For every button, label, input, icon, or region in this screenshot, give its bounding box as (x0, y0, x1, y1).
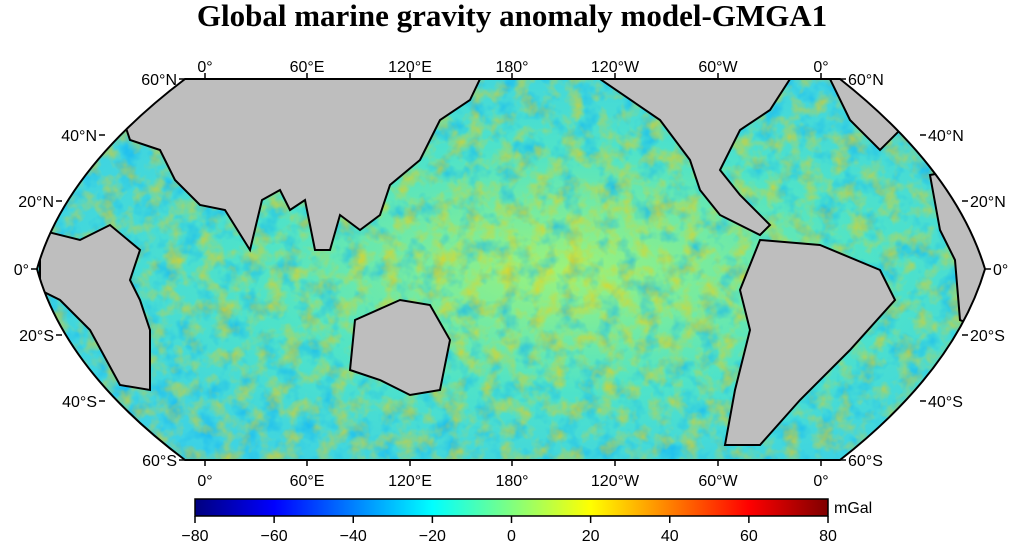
longitude-label: 60°E (290, 59, 325, 76)
north-america (596, 79, 792, 237)
top-longitude-labels: 0° 60°E 120°E 180° 120°W 60°W 0° (197, 59, 829, 79)
south-america (723, 238, 897, 446)
latitude-label: 20°N (970, 194, 1006, 211)
colorbar-unit: mGal (834, 500, 872, 517)
colorbar-tick-label: 80 (819, 528, 837, 544)
australia (348, 298, 452, 397)
longitude-label: 120°W (591, 59, 640, 76)
longitude-label: 180° (495, 59, 528, 76)
latitude-label: 20°S (970, 328, 1005, 345)
colorbar-tick-label: −20 (419, 528, 446, 544)
colorbar-tick-label: −60 (261, 528, 288, 544)
africa (39, 223, 151, 392)
latitude-label: 40°S (928, 394, 963, 411)
longitude-label: 0° (197, 473, 212, 490)
latitude-label: 40°N (928, 128, 964, 145)
longitude-label: 60°W (698, 59, 738, 76)
colorbar-tick-label: −40 (340, 528, 367, 544)
latitude-label: 40°S (62, 394, 97, 411)
latitude-label: 20°S (19, 328, 54, 345)
left-latitude-labels: 60°N 40°N 20°N 0° 20°S 40°S 60°S (14, 72, 185, 470)
latitude-label: 60°N (848, 72, 884, 89)
colorbar-tick-label: 0 (507, 528, 516, 544)
longitude-label: 0° (813, 59, 828, 76)
longitude-label: 120°E (388, 473, 432, 490)
longitude-label: 0° (813, 473, 828, 490)
colorbar-tick-label: 40 (661, 528, 679, 544)
latitude-label: 40°N (61, 128, 97, 145)
longitude-label: 60°W (698, 473, 738, 490)
latitude-label: 0° (14, 262, 29, 279)
colorbar (194, 498, 829, 517)
right-latitude-labels: 60°N 40°N 20°N 0° 20°S 40°S 60°S (840, 72, 1008, 470)
latitude-label: 0° (993, 262, 1008, 279)
colorbar-tick-label: 60 (740, 528, 758, 544)
longitude-label: 120°W (591, 473, 640, 490)
longitude-label: 180° (495, 473, 528, 490)
map-title: Global marine gravity anomaly model-GMGA… (196, 0, 828, 33)
colorbar-tick-label: 20 (582, 528, 600, 544)
colorbar-ticks: −80 −60 −40 −20 0 20 40 60 80 (181, 516, 837, 544)
eurasia (118, 79, 482, 253)
latitude-label: 60°S (142, 453, 177, 470)
map-area (37, 79, 985, 460)
latitude-label: 60°S (848, 453, 883, 470)
bottom-longitude-labels: 0° 60°E 120°E 180° 120°W 60°W 0° (197, 460, 829, 490)
colorbar-tick-label: −80 (181, 528, 208, 544)
latitude-label: 60°N (141, 72, 177, 89)
longitude-label: 120°E (388, 59, 432, 76)
longitude-label: 0° (197, 59, 212, 76)
longitude-label: 60°E (290, 473, 325, 490)
latitude-label: 20°N (18, 194, 54, 211)
